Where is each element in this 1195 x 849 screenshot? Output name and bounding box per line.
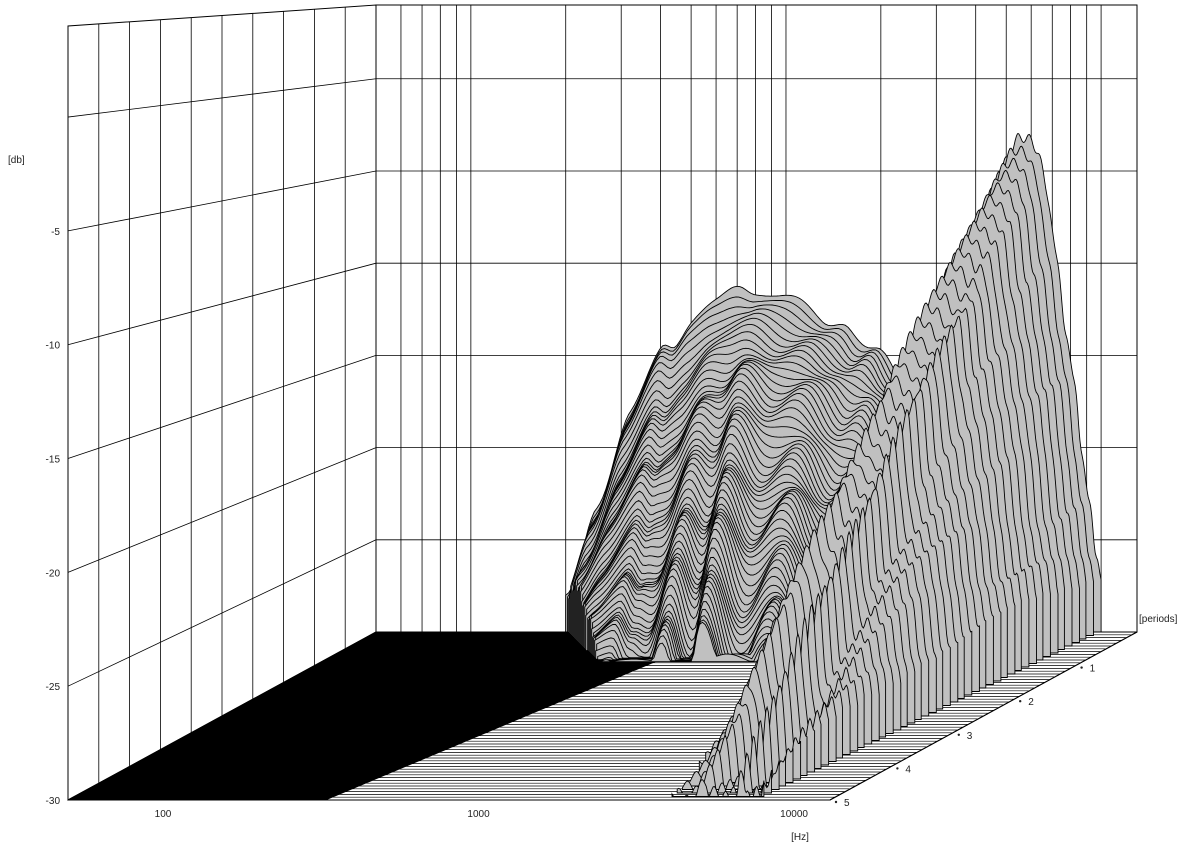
tick-labels: -5 -10 -15 -20 -25 -30 100 1000 10000 1 2 3 4 5 bbox=[46, 227, 1096, 820]
z-tick-mark bbox=[834, 800, 838, 804]
left-wall-hgrid bbox=[67, 262, 377, 346]
z-tick-label: 2 bbox=[1028, 697, 1034, 708]
z-axis-label: [periods] bbox=[1139, 614, 1178, 625]
x-tick-label: 1000 bbox=[467, 809, 490, 820]
x-axis-label: [Hz] bbox=[791, 832, 809, 843]
z-tick-label: 3 bbox=[967, 731, 973, 742]
front-z-edge bbox=[829, 631, 1138, 801]
y-tick-label: -30 bbox=[46, 796, 61, 807]
x-tick-label: 10000 bbox=[780, 809, 808, 820]
y-tick-label: -15 bbox=[46, 455, 61, 466]
z-tick-mark bbox=[957, 733, 960, 736]
left-wall-hgrid bbox=[67, 447, 377, 573]
z-tick-mark bbox=[1019, 700, 1022, 703]
y-tick-label: -10 bbox=[46, 341, 61, 352]
y-tick-label: -20 bbox=[46, 568, 61, 579]
z-tick-mark bbox=[1080, 666, 1083, 669]
z-tick-mark bbox=[896, 767, 899, 770]
decay-slice bbox=[671, 770, 765, 798]
z-tick-label: 4 bbox=[905, 764, 911, 775]
left-wall-hgrid bbox=[67, 78, 377, 118]
x-tick-label: 100 bbox=[155, 809, 172, 820]
z-tick-label: 5 bbox=[844, 798, 850, 809]
surface-layers bbox=[565, 133, 1102, 798]
left-wall-hgrid bbox=[67, 355, 377, 459]
z-tick-label: 1 bbox=[1090, 664, 1096, 675]
y-tick-label: -5 bbox=[51, 227, 60, 238]
left-wall-hgrid bbox=[67, 539, 377, 687]
axis-edges bbox=[67, 26, 1138, 801]
left-wall-hgrid bbox=[67, 170, 377, 232]
surface-series-2 bbox=[671, 133, 1102, 798]
y-axis-label: [db] bbox=[8, 155, 25, 166]
y-tick-label: -25 bbox=[46, 682, 61, 693]
